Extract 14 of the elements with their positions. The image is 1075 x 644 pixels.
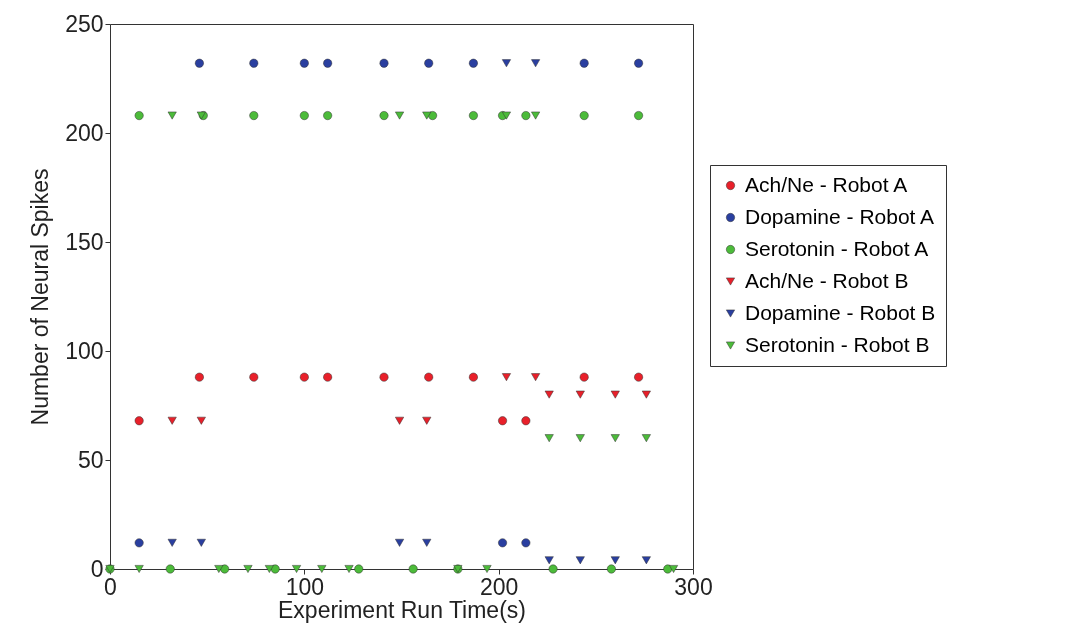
legend-label: Ach/Ne - Robot A [745, 172, 908, 196]
y-axis-title: Number of Neural Spikes [27, 168, 54, 426]
y-tick-label: 0 [90, 555, 104, 582]
y-tick-label: 150 [65, 228, 104, 255]
legend-label: Serotonin - Robot B [745, 332, 930, 356]
legend-label: Dopamine - Robot B [745, 300, 936, 324]
legend-label: Dopamine - Robot A [745, 204, 935, 228]
x-tick-label: 300 [674, 573, 713, 600]
y-tick-label: 100 [65, 337, 104, 364]
y-tick-label: 200 [65, 119, 104, 146]
y-tick-label: 250 [65, 10, 104, 37]
y-tick-label: 50 [77, 446, 104, 473]
legend-label: Serotonin - Robot A [745, 236, 929, 260]
legend-label: Ach/Ne - Robot B [745, 268, 909, 292]
